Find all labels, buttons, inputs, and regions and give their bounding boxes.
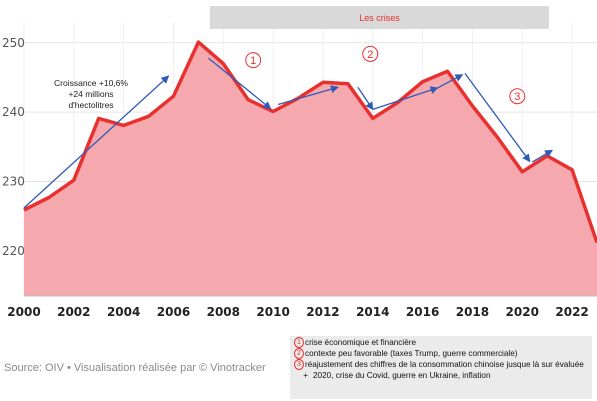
x-tick-2004: 2004 bbox=[107, 305, 140, 319]
trend-arrows bbox=[23, 57, 554, 209]
crisis-legend: 1 crise économique et financière 2 conte… bbox=[290, 336, 592, 399]
trend-arrow-3 bbox=[277, 85, 339, 106]
crisis-marker-circle-3 bbox=[509, 88, 526, 105]
y-tick-240: 240 bbox=[2, 105, 25, 119]
growth-line-3: d'hectolitres bbox=[68, 100, 114, 110]
crisis-marker-label-3: 3 bbox=[514, 91, 520, 103]
trend-arrow-1 bbox=[23, 75, 170, 209]
legend-item-extra: + 2020, crise du Covid, guerre en Ukrain… bbox=[294, 370, 588, 381]
crises-banner: Les crises bbox=[210, 6, 549, 29]
x-tick-2008: 2008 bbox=[207, 305, 240, 319]
legend-item-3: 3 réajustement des chiffres de la consom… bbox=[294, 359, 588, 370]
trend-arrow-4 bbox=[357, 86, 374, 111]
legend-number-1: 1 bbox=[294, 337, 304, 348]
crisis-marker-label-1: 1 bbox=[250, 55, 256, 67]
source-credit: Source: OIV • Visualisation réalisée par… bbox=[4, 362, 266, 374]
x-tick-2000: 2000 bbox=[7, 305, 40, 319]
x-tick-2022: 2022 bbox=[555, 305, 588, 319]
crisis-markers: 1 2 3 bbox=[245, 45, 526, 105]
crisis-marker-label-2: 2 bbox=[367, 49, 373, 61]
legend-item-1: 1 crise économique et financière bbox=[294, 337, 588, 348]
legend-text-1: crise économique et financière bbox=[305, 338, 417, 347]
x-tick-2020: 2020 bbox=[506, 305, 539, 319]
axes: 220 230 240 250 2000 2002 2004 2006 2008 2010 2012… bbox=[2, 36, 597, 319]
x-tick-2006: 2006 bbox=[157, 305, 190, 319]
legend-number-2: 2 bbox=[294, 348, 304, 359]
trend-arrow-8 bbox=[531, 149, 554, 163]
legend-item-2: 2 contexte peu favorable (taxes Trump, g… bbox=[294, 348, 588, 359]
y-tick-220: 220 bbox=[2, 244, 25, 258]
legend-number-3: 3 bbox=[294, 359, 304, 370]
x-tick-2014: 2014 bbox=[356, 305, 389, 319]
legend-text-extra: 2020, crise du Covid, guerre en Ukraine,… bbox=[313, 371, 491, 380]
y-tick-250: 250 bbox=[2, 36, 25, 50]
trend-arrow-5 bbox=[372, 86, 439, 111]
x-tick-2010: 2010 bbox=[256, 305, 289, 319]
x-tick-2012: 2012 bbox=[306, 305, 339, 319]
plus-icon: + bbox=[303, 371, 308, 380]
x-tick-2002: 2002 bbox=[57, 305, 90, 319]
crisis-marker-circle-2 bbox=[362, 45, 379, 62]
legend-text-2: contexte peu favorable (taxes Trump, gue… bbox=[305, 349, 518, 358]
growth-annotation: Croissance +10,6% +24 millions d'hectoli… bbox=[44, 78, 138, 111]
trend-arrow-2 bbox=[207, 57, 272, 110]
y-tick-230: 230 bbox=[2, 175, 25, 189]
trend-arrow-6 bbox=[437, 74, 464, 89]
trend-arrow-7 bbox=[464, 72, 531, 163]
area-fill bbox=[24, 42, 597, 296]
growth-line-2: +24 millions bbox=[68, 89, 114, 99]
crisis-marker-circle-1 bbox=[245, 52, 262, 69]
legend-text-3: réajustement des chiffres de la consomma… bbox=[305, 360, 584, 369]
growth-line-1: Croissance +10,6% bbox=[54, 78, 128, 88]
series-line bbox=[23, 40, 597, 244]
data-points bbox=[23, 42, 597, 243]
x-tick-2018: 2018 bbox=[456, 305, 489, 319]
x-tick-2016: 2016 bbox=[406, 305, 439, 319]
